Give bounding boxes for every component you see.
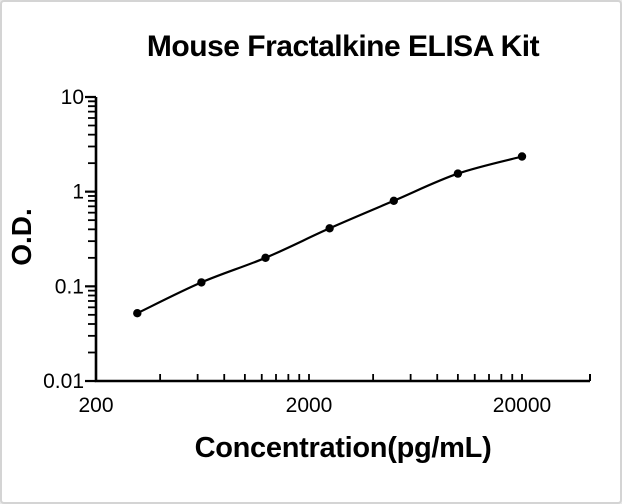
data-point-marker <box>325 224 334 233</box>
standard-curve-line <box>136 155 523 315</box>
y-tick-label: 0.1 <box>55 275 84 298</box>
x-axis-label: Concentration(pg/mL) <box>194 432 492 464</box>
data-point-marker <box>453 169 463 178</box>
x-tick-label: 20000 <box>493 394 551 417</box>
axis-lines <box>94 97 590 383</box>
x-tick-label: 200 <box>78 394 113 417</box>
data-point-marker <box>517 152 527 161</box>
y-axis-label: O.D. <box>6 208 37 266</box>
data-point-marker <box>133 309 142 318</box>
x-tick-label: 2000 <box>286 394 333 417</box>
data-point-marker <box>197 278 206 287</box>
y-tick-label: 1 <box>72 181 84 204</box>
y-tick-label: 10 <box>61 86 84 109</box>
y-tick-label: 0.01 <box>43 370 84 393</box>
data-point-marker <box>261 253 270 262</box>
chart-title: Mouse Fractalkine ELISA Kit <box>146 30 540 63</box>
data-point-marker <box>389 196 398 205</box>
